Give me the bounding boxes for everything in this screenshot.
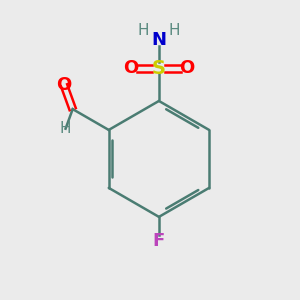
Text: S: S — [152, 59, 166, 78]
Text: N: N — [152, 31, 166, 49]
Text: F: F — [153, 232, 165, 250]
Text: O: O — [56, 76, 72, 94]
Text: O: O — [179, 59, 195, 77]
Text: H: H — [60, 121, 71, 136]
Text: H: H — [169, 23, 180, 38]
Text: O: O — [123, 59, 138, 77]
Text: H: H — [138, 23, 149, 38]
